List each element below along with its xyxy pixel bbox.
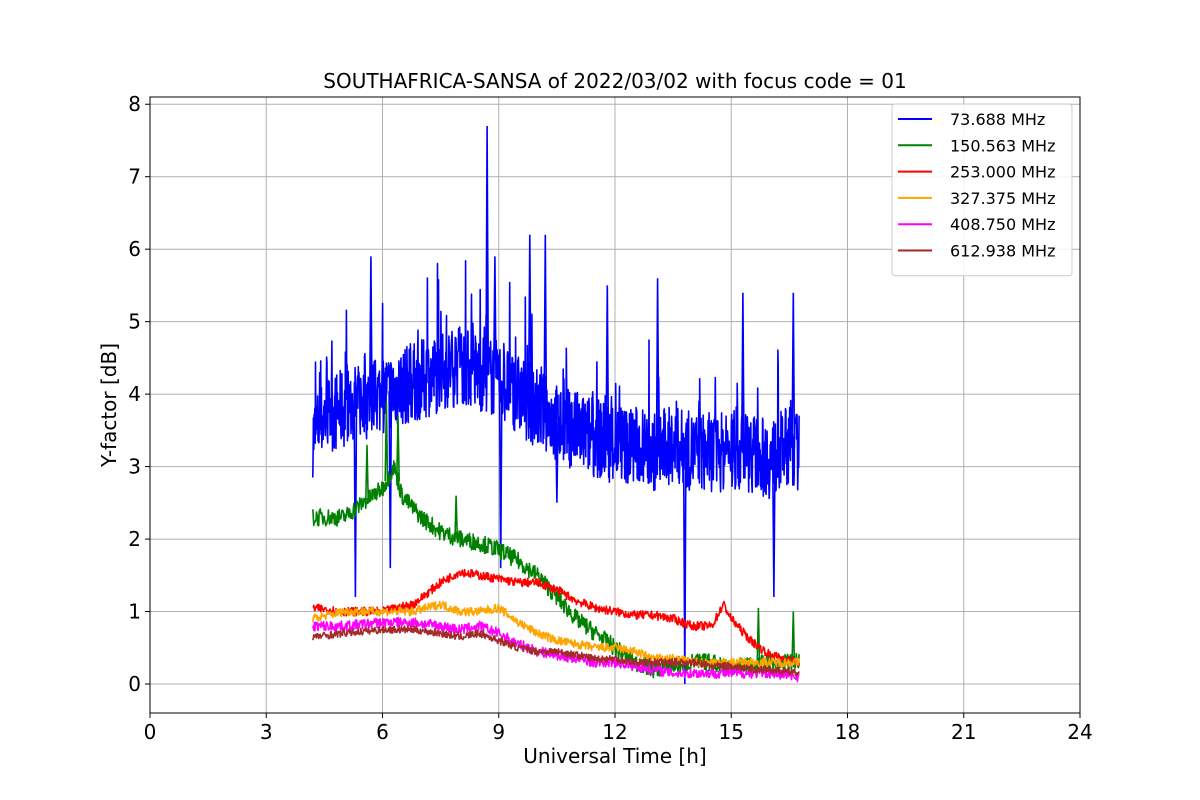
series-spike-1 (365, 444, 369, 500)
y-tick-label: 8 (128, 92, 141, 116)
x-tick-label: 12 (602, 720, 627, 744)
legend-label: 253.000 MHz (950, 163, 1055, 182)
series-layer (312, 125, 800, 685)
plot-area (312, 125, 800, 685)
series-spike-0 (771, 456, 776, 598)
series-spike-1 (454, 495, 459, 538)
y-tick-label: 0 (128, 672, 141, 696)
series-spike-0 (492, 256, 497, 379)
series-spike-1 (384, 401, 389, 482)
series-spike-0 (527, 234, 532, 403)
series-line-5 (312, 625, 800, 677)
series-spike-0 (388, 391, 393, 569)
legend-label: 150.563 MHz (950, 136, 1055, 155)
x-tick-label: 15 (719, 720, 744, 744)
series-spike-0 (655, 278, 660, 451)
legend-label: 73.688 MHz (950, 110, 1045, 129)
x-axis-ticks: 0 3 6 9 12 15 18 21 24 (144, 713, 1093, 744)
series-line-0 (312, 259, 800, 500)
y-tick-label: 4 (128, 382, 141, 406)
x-tick-label: 21 (951, 720, 976, 744)
x-tick-label: 3 (260, 720, 273, 744)
y-axis-label: Y-factor [dB] (97, 343, 121, 468)
legend-label: 327.375 MHz (950, 189, 1055, 208)
x-tick-label: 24 (1067, 720, 1092, 744)
series-line-3 (312, 600, 800, 668)
legend-label: 612.938 MHz (950, 242, 1055, 261)
series-line-4 (312, 616, 800, 683)
x-tick-label: 18 (835, 720, 860, 744)
y-tick-label: 1 (128, 600, 141, 624)
series-spike-0 (368, 256, 373, 399)
series-spike-0 (605, 285, 610, 443)
legend-box (891, 103, 1073, 277)
y-tick-label: 3 (128, 455, 141, 479)
series-spike-0 (353, 404, 358, 598)
series-spike-0 (682, 449, 687, 685)
series-spike-0 (543, 234, 548, 415)
y-tick-label: 5 (128, 310, 141, 334)
y-tick-label: 7 (128, 165, 141, 189)
x-tick-label: 6 (376, 720, 389, 744)
x-axis-label: Universal Time [h] (523, 744, 706, 768)
x-tick-label: 9 (492, 720, 505, 744)
series-spike-0 (740, 292, 745, 453)
series-spike-1 (791, 611, 796, 663)
series-spike-0 (498, 381, 503, 569)
y-tick-label: 2 (128, 527, 141, 551)
y-tick-label: 6 (128, 237, 141, 261)
legend-label: 408.750 MHz (950, 215, 1055, 234)
series-spike-0 (554, 423, 559, 503)
series-spike-1 (396, 415, 400, 482)
x-tick-label: 0 (144, 720, 157, 744)
legend: 73.688 MHz 150.563 MHz 253.000 MHz 327.375 … (891, 103, 1073, 277)
y-axis-ticks: 0 1 2 3 4 5 6 7 8 (128, 92, 150, 696)
series-spike-0 (791, 292, 796, 448)
chart-title: SOUTHAFRICA-SANSA of 2022/03/02 with foc… (323, 69, 907, 93)
series-spike-0 (485, 125, 490, 376)
